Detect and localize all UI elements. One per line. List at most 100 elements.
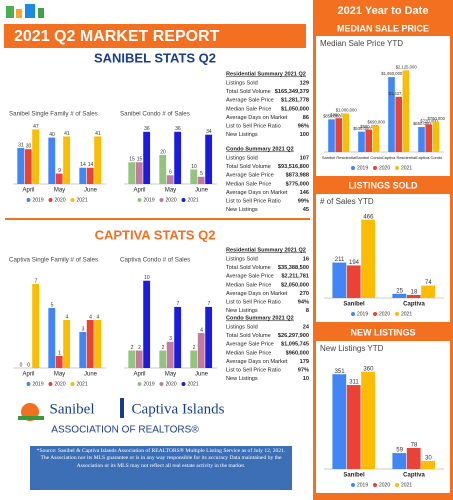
- legend-label: 2019: [357, 311, 368, 317]
- legend-label: 2019: [144, 381, 155, 387]
- data-label: 7: [177, 301, 180, 307]
- row-label: Average Sale Price: [226, 274, 274, 280]
- category-label: June: [84, 372, 98, 378]
- bar: [406, 294, 421, 298]
- bar: [48, 137, 56, 184]
- bar: [48, 308, 56, 368]
- row-value: $35,388,500: [278, 265, 309, 271]
- data-label: 78: [411, 443, 418, 449]
- data-label: 6: [169, 170, 172, 176]
- table-title: Residential Summary 2021 Q2: [226, 71, 306, 77]
- data-label: 351: [335, 369, 346, 375]
- legend-swatch: [395, 166, 399, 170]
- data-label: 30: [26, 144, 32, 150]
- data-label: 360: [363, 366, 374, 372]
- category-label: Captiva Condo: [416, 155, 443, 160]
- data-label: 10: [144, 275, 150, 281]
- legend-swatch: [137, 198, 142, 202]
- legend-label: 2020: [379, 165, 390, 171]
- data-label: 2: [131, 345, 134, 351]
- category-label: May: [165, 372, 176, 378]
- bar: [372, 125, 380, 152]
- data-label: 14: [88, 162, 94, 168]
- chart-title: New Listings YTD: [320, 344, 384, 353]
- row-value: 97%: [298, 367, 309, 373]
- legend-swatch: [373, 312, 377, 316]
- row-value: 86: [303, 115, 309, 121]
- bar: [135, 350, 143, 368]
- legend-label: 2021: [401, 311, 412, 317]
- bar: [346, 385, 361, 469]
- ytd-section-title: LISTINGS SOLD: [348, 180, 418, 190]
- data-label: 31: [18, 142, 24, 148]
- ytd-section-title: NEW LISTINGS: [351, 327, 416, 337]
- data-label: 194: [349, 260, 360, 266]
- bar: [432, 121, 440, 152]
- legend-label: 2021: [77, 381, 88, 387]
- row-label: Average Days on Market: [226, 190, 288, 196]
- row-label: Median Sale Price: [226, 106, 271, 112]
- category-label: May: [54, 372, 65, 378]
- bar: [190, 169, 198, 184]
- category-label: April: [22, 188, 34, 194]
- row-value: 270: [300, 291, 309, 297]
- bar: [395, 96, 402, 152]
- chart-panel: [316, 194, 450, 322]
- row-label: New Listings: [226, 376, 258, 382]
- data-label: 36: [144, 126, 150, 132]
- legend-swatch: [373, 166, 377, 170]
- bar: [63, 136, 71, 184]
- data-label: 5: [51, 302, 54, 308]
- data-label: 34: [206, 129, 212, 135]
- data-label: 2: [193, 345, 196, 351]
- report-title: 2021 Q2 MARKET REPORT: [14, 28, 220, 45]
- data-label: 311: [349, 380, 359, 386]
- bar: [358, 131, 365, 152]
- row-value: 24: [303, 324, 310, 330]
- row-value: $2,050,000: [281, 282, 309, 288]
- row-value: 99%: [298, 198, 309, 204]
- row-label: Total Sold Volume: [226, 89, 271, 95]
- bar: [86, 167, 94, 184]
- bar: [335, 118, 342, 152]
- bar: [418, 127, 425, 152]
- row-value: $93,516,800: [278, 164, 309, 170]
- row-label: Total Sold Volume: [226, 333, 271, 339]
- chart-title: Sanibel Single Family # of Sales: [9, 111, 98, 118]
- bar: [166, 341, 174, 368]
- row-value: $1,050,000: [281, 106, 309, 112]
- chart-title: # of Sales YTD: [320, 197, 374, 206]
- row-value: 129: [300, 80, 309, 86]
- legend-label: 2020: [379, 311, 390, 317]
- chart-panel: [316, 36, 450, 176]
- row-label: Listings Sold: [226, 256, 258, 262]
- chart-panel: [5, 252, 112, 392]
- bar: [406, 447, 421, 469]
- legend-label: 2020: [55, 381, 66, 387]
- bar: [190, 350, 198, 368]
- legend-swatch: [70, 382, 75, 386]
- bar: [79, 332, 87, 368]
- bar: [197, 176, 205, 184]
- bar: [94, 136, 102, 184]
- legend-label: 2021: [401, 165, 412, 171]
- legend-label: 2020: [166, 381, 177, 387]
- chart-panel: [116, 252, 223, 392]
- row-label: New Listings: [226, 132, 258, 138]
- data-label: 15: [137, 157, 143, 163]
- bar: [32, 284, 40, 368]
- header-icons: [6, 4, 44, 18]
- bar: [128, 350, 136, 368]
- data-label: 41: [95, 131, 101, 137]
- data-label: 47: [33, 124, 39, 130]
- row-value: $873,988: [286, 173, 309, 179]
- row-value: $1,281,778: [281, 98, 309, 104]
- row-label: Median Sale Price: [226, 350, 271, 356]
- row-label: Total Sold Volume: [226, 265, 271, 271]
- bar: [332, 374, 347, 469]
- row-value: $26,297,900: [278, 333, 309, 339]
- row-label: Average Days on Market: [226, 291, 288, 297]
- data-label: 211: [335, 257, 345, 263]
- bar: [159, 155, 167, 184]
